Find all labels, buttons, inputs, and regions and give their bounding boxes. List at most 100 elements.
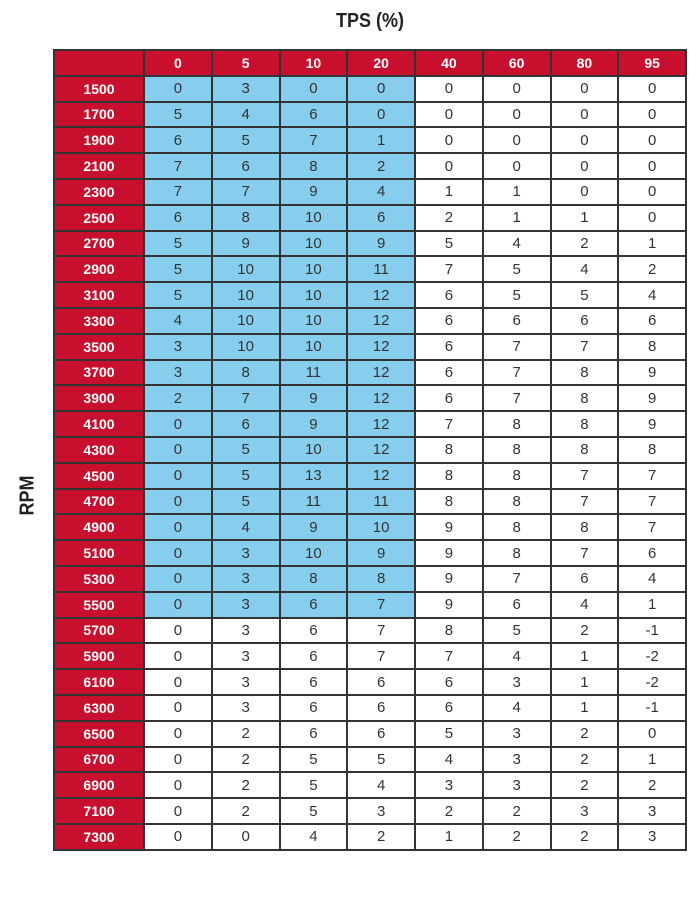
value-cell: 2 xyxy=(549,771,620,800)
value-cell: 1 xyxy=(617,745,687,774)
value-cell: 6 xyxy=(549,306,620,335)
value-cell: 9 xyxy=(414,564,484,593)
value-cell: 5 xyxy=(414,229,484,258)
table-row: 1700 5 4 6 0 0 0 0 0 xyxy=(53,100,687,129)
value-cell: 6 xyxy=(414,384,484,413)
value-cell: 1 xyxy=(346,126,416,155)
corner-cell xyxy=(53,49,145,77)
value-cell: 5 xyxy=(210,435,281,464)
value-cell: 0 xyxy=(143,745,213,774)
value-cell: 0 xyxy=(481,100,552,129)
value-cell: 6 xyxy=(278,668,349,696)
value-cell: 0 xyxy=(414,74,484,103)
table-row: 5700 0 3 6 7 8 5 2 -1 xyxy=(53,616,687,645)
value-cell: 9 xyxy=(278,177,349,206)
value-cell: 3 xyxy=(617,822,687,851)
value-cell: 9 xyxy=(278,384,349,413)
value-cell: 0 xyxy=(143,74,213,103)
value-cell: 0 xyxy=(549,126,620,155)
value-cell: 10 xyxy=(346,513,416,542)
value-cell: 0 xyxy=(549,177,620,206)
value-cell: 0 xyxy=(143,435,213,464)
value-cell: 12 xyxy=(346,332,416,361)
value-cell: 7 xyxy=(617,513,687,542)
value-cell: 8 xyxy=(414,487,484,516)
value-cell: -1 xyxy=(617,616,687,645)
row-header-rpm-5700: 5700 xyxy=(53,616,145,645)
value-cell: 7 xyxy=(346,616,416,645)
value-cell: 2 xyxy=(481,797,552,825)
value-cell: 6 xyxy=(278,616,349,645)
value-cell: 7 xyxy=(210,177,281,206)
row-header-rpm-5300: 5300 xyxy=(53,564,145,593)
row-header-rpm-4700: 4700 xyxy=(53,487,145,516)
value-cell: 8 xyxy=(414,435,484,464)
value-cell: 1 xyxy=(549,642,620,671)
value-cell: 5 xyxy=(346,745,416,774)
value-cell: 0 xyxy=(143,410,213,438)
value-cell: 4 xyxy=(346,771,416,800)
value-cell: 0 xyxy=(143,539,213,567)
table-row: 4300 0 5 10 12 8 8 8 8 xyxy=(53,435,687,464)
value-cell: 3 xyxy=(143,332,213,361)
row-header-rpm-3900: 3900 xyxy=(53,384,145,413)
value-cell: 11 xyxy=(346,487,416,516)
value-cell: 7 xyxy=(414,642,484,671)
row-header-rpm-6300: 6300 xyxy=(53,693,145,722)
value-cell: 6 xyxy=(278,100,349,129)
value-cell: 4 xyxy=(617,281,687,309)
value-cell: 0 xyxy=(278,74,349,103)
column-header-tps-80: 80 xyxy=(549,49,620,77)
row-header-rpm-2100: 2100 xyxy=(53,152,145,180)
value-cell: 5 xyxy=(414,719,484,748)
value-cell: 8 xyxy=(278,564,349,593)
value-cell: 0 xyxy=(143,668,213,696)
value-cell: 10 xyxy=(278,435,349,464)
value-cell: 4 xyxy=(617,564,687,593)
table-row: 3900 2 7 9 12 6 7 8 9 xyxy=(53,384,687,413)
value-cell: 5 xyxy=(143,281,213,309)
row-header-rpm-3700: 3700 xyxy=(53,358,145,387)
value-cell: 8 xyxy=(617,332,687,361)
value-cell: 4 xyxy=(346,177,416,206)
value-cell: 4 xyxy=(549,255,620,284)
value-cell: 7 xyxy=(210,384,281,413)
value-cell: 2 xyxy=(481,822,552,851)
value-cell: 0 xyxy=(617,719,687,748)
value-cell: 0 xyxy=(143,642,213,671)
value-cell: 6 xyxy=(346,203,416,232)
value-cell: 6 xyxy=(210,410,281,438)
value-cell: 0 xyxy=(549,74,620,103)
value-cell: 1 xyxy=(617,229,687,258)
value-cell: 10 xyxy=(278,203,349,232)
value-cell: -2 xyxy=(617,642,687,671)
table-row: 4100 0 6 9 12 7 8 8 9 xyxy=(53,410,687,438)
value-cell: 8 xyxy=(481,487,552,516)
value-cell: 0 xyxy=(617,177,687,206)
value-cell: 3 xyxy=(210,693,281,722)
value-cell: 7 xyxy=(143,177,213,206)
value-cell: 6 xyxy=(481,590,552,619)
table-row: 6500 0 2 6 6 5 3 2 0 xyxy=(53,719,687,748)
row-header-rpm-2900: 2900 xyxy=(53,255,145,284)
row-header-rpm-7100: 7100 xyxy=(53,797,145,825)
value-cell: 13 xyxy=(278,461,349,490)
value-cell: 7 xyxy=(346,590,416,619)
value-cell: 8 xyxy=(481,513,552,542)
value-cell: 9 xyxy=(617,358,687,387)
row-header-rpm-7300: 7300 xyxy=(53,822,145,851)
value-cell: 3 xyxy=(481,771,552,800)
value-cell: 0 xyxy=(143,513,213,542)
value-cell: 2 xyxy=(210,719,281,748)
value-cell: 0 xyxy=(143,719,213,748)
value-cell: 0 xyxy=(617,100,687,129)
value-cell: 2 xyxy=(414,797,484,825)
row-header-rpm-5100: 5100 xyxy=(53,539,145,567)
value-cell: 3 xyxy=(210,642,281,671)
value-cell: 7 xyxy=(549,487,620,516)
value-cell: 8 xyxy=(549,435,620,464)
value-cell: 2 xyxy=(210,797,281,825)
value-cell: 5 xyxy=(481,281,552,309)
value-cell: 6 xyxy=(278,590,349,619)
row-header-rpm-1500: 1500 xyxy=(53,74,145,103)
